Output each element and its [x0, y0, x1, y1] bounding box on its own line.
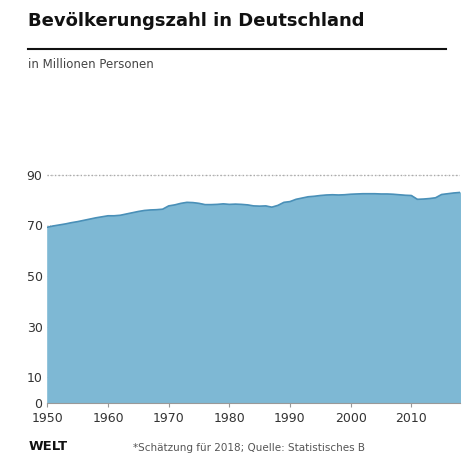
- Text: in Millionen Personen: in Millionen Personen: [28, 58, 154, 71]
- Text: Bevölkerungszahl in Deutschland: Bevölkerungszahl in Deutschland: [28, 12, 365, 30]
- Text: WELT: WELT: [28, 440, 68, 453]
- Text: *Schätzung für 2018; Quelle: Statistisches B: *Schätzung für 2018; Quelle: Statistisch…: [133, 443, 365, 453]
